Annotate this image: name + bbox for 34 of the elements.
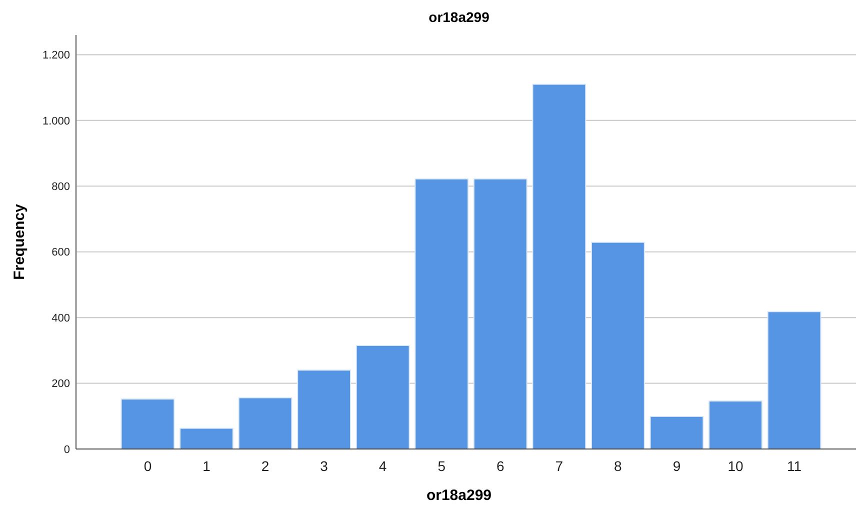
x-tick-label: 6 xyxy=(496,458,504,474)
bar xyxy=(473,178,528,450)
y-axis-title: Frequency xyxy=(11,203,28,280)
x-tick-label: 7 xyxy=(555,458,564,474)
bar xyxy=(532,84,586,450)
x-tick-label: 4 xyxy=(378,458,387,474)
x-tick-label: 0 xyxy=(144,458,152,474)
chart-title: or18a299 xyxy=(428,9,490,25)
bar xyxy=(120,398,175,450)
bar xyxy=(297,370,352,450)
y-tick-label: 200 xyxy=(52,378,70,390)
x-tick-label: 8 xyxy=(614,458,622,474)
bar xyxy=(650,416,704,450)
bar xyxy=(180,428,234,450)
bar xyxy=(767,311,822,450)
bar xyxy=(708,400,762,450)
bar xyxy=(238,397,292,450)
y-tick-label: 1.000 xyxy=(42,115,70,128)
y-tick-label: 0 xyxy=(64,444,70,456)
x-tick-label: 1 xyxy=(202,458,211,474)
x-tick-label: 10 xyxy=(728,458,744,474)
bar xyxy=(414,178,469,450)
x-tick-label: 2 xyxy=(261,458,270,474)
bar xyxy=(590,242,645,450)
bar xyxy=(356,345,410,450)
y-tick-label: 600 xyxy=(52,246,70,259)
x-tick-label: 5 xyxy=(438,458,446,474)
x-tick-label: 11 xyxy=(787,458,802,474)
x-axis-title: or18a299 xyxy=(426,487,492,504)
y-tick-label: 400 xyxy=(52,312,70,324)
x-tick-label: 9 xyxy=(672,458,681,474)
y-tick-label: 800 xyxy=(52,180,70,193)
y-tick-label: 1.200 xyxy=(42,50,70,62)
x-tick-label: 3 xyxy=(320,458,328,474)
